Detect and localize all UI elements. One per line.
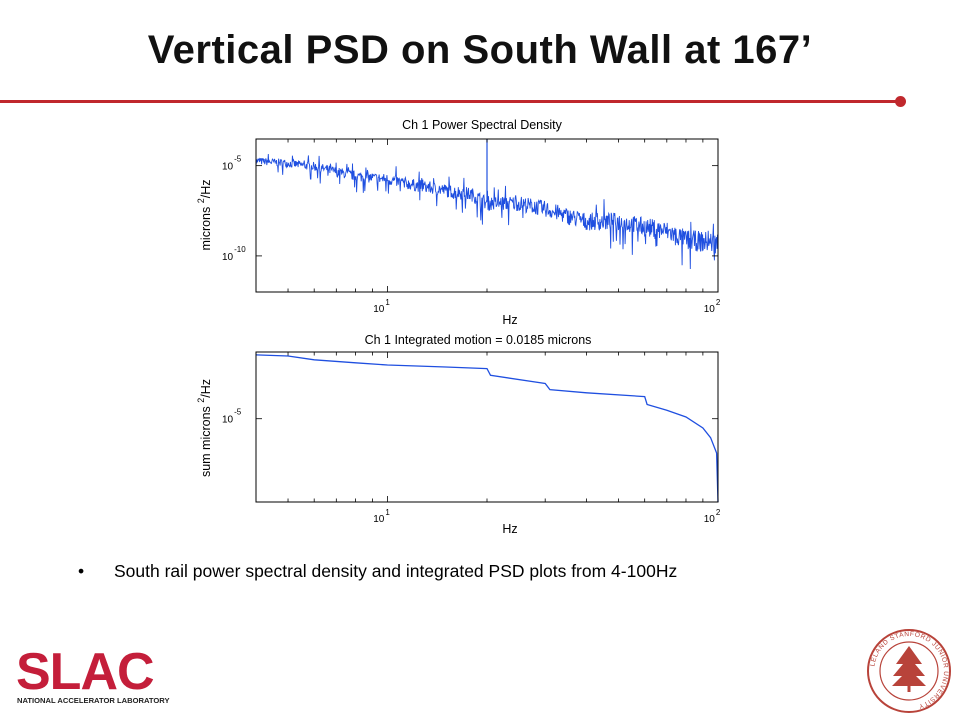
integrated-trace (255, 354, 719, 503)
slide-title: Vertical PSD on South Wall at 167’ (147, 28, 813, 72)
psd-ylabel: microns 2/Hz (196, 180, 213, 251)
psd-series (255, 139, 719, 270)
integrated-plot-frame (255, 351, 719, 503)
tree-icon (892, 646, 926, 692)
integrated-chart-title: Ch 1 Integrated motion = 0.0185 microns (365, 333, 592, 347)
psd-xtick-label: 102 (704, 298, 721, 315)
integrated-ylabel: sum microns 2/Hz (196, 379, 213, 477)
integrated-xtick-label: 101 (373, 508, 390, 525)
psd-charts: Ch 1 Power Spectral Density 10110210-510… (196, 118, 721, 536)
title-rule (0, 100, 900, 103)
bullet-item: • South rail power spectral density and i… (78, 561, 677, 582)
slac-logo: SLAC NATIONAL ACCELERATOR LABORATORY (16, 645, 170, 705)
title-rule-dot (895, 96, 906, 107)
slac-logo-wordmark: SLAC (16, 645, 154, 701)
slac-logo-subtext: NATIONAL ACCELERATOR LABORATORY (17, 696, 170, 705)
psd-xtick-label: 101 (373, 298, 390, 315)
psd-chart: Ch 1 Power Spectral Density 101 102 10-5 10… (196, 118, 721, 327)
psd-chart-title: Ch 1 Power Spectral Density (402, 118, 563, 132)
psd-ytick-label: 10-5 (222, 155, 242, 173)
psd-xlabel: Hz (502, 313, 517, 327)
integrated-series (255, 354, 719, 503)
psd-ytick-label: 10-10 (222, 245, 246, 263)
integrated-xlabel: Hz (502, 522, 517, 536)
integrated-ytick-label: 10-5 (222, 408, 242, 426)
bullet-dot: • (78, 561, 85, 581)
integrated-axis-ticks: 101 102 10-5 (222, 352, 721, 525)
integrated-xtick-label: 102 (704, 508, 721, 525)
integrated-chart: Ch 1 Integrated motion = 0.0185 microns … (196, 333, 721, 536)
bullet-text: South rail power spectral density and in… (114, 561, 678, 581)
stanford-seal: LELAND STANFORD JUNIOR UNIVERSITY (867, 629, 951, 713)
